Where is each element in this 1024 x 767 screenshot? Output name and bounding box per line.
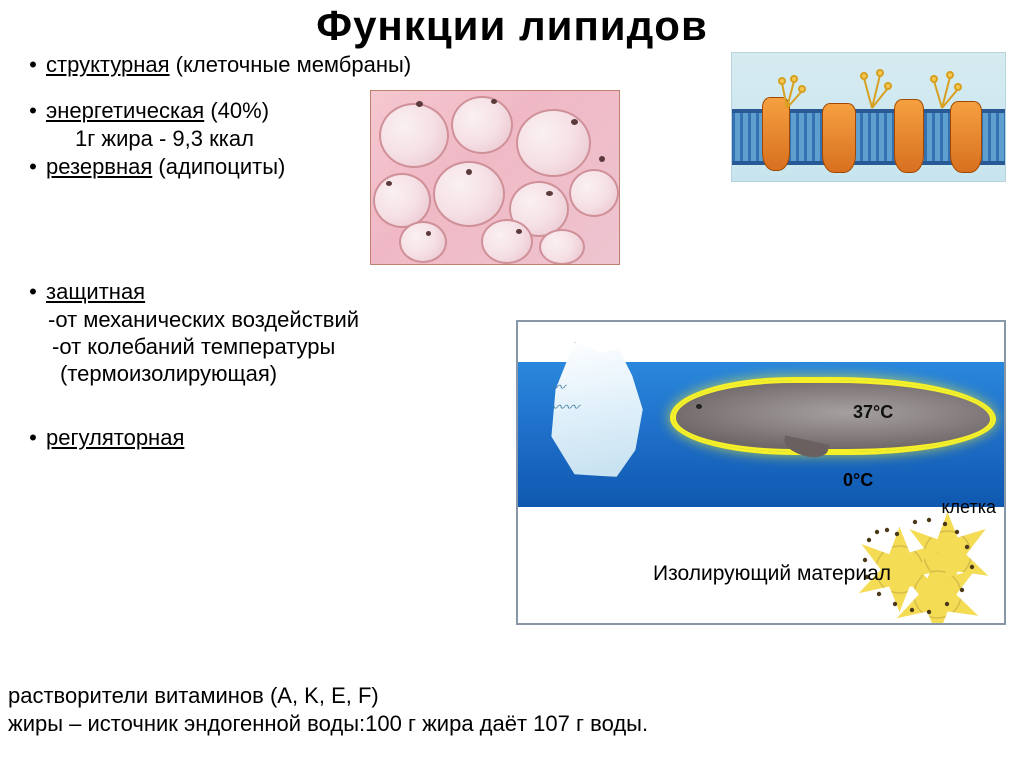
func-name: защитная xyxy=(46,279,145,305)
whale-diagram: 〰〰〰 37°C 0°C клетка Изолирующий материал xyxy=(516,320,1006,625)
bullet-icon: • xyxy=(20,154,46,180)
whale-body xyxy=(673,380,993,452)
bullet-icon: • xyxy=(20,279,46,305)
iso-label: Изолирующий материал xyxy=(653,562,891,586)
func-note: (40%) xyxy=(210,98,269,123)
func-name: регуляторная xyxy=(46,425,184,451)
adipocytes-image xyxy=(370,90,620,265)
temp-outside: 0°C xyxy=(843,470,873,491)
bullet-icon: • xyxy=(20,98,46,124)
slide-title: Функции липидов xyxy=(0,0,1024,50)
func-name: структурная xyxy=(46,52,170,77)
footer-line2: жиры – источник эндогенной воды:100 г жи… xyxy=(8,711,1004,737)
func-name: резервная xyxy=(46,154,152,179)
ice-lines: 〰〰〰 xyxy=(551,377,579,417)
func-note: (адипоциты) xyxy=(158,154,285,179)
membrane-image xyxy=(731,52,1006,182)
bullet-icon: • xyxy=(20,52,46,78)
footer-line1: растворители витаминов (A, K, E, F) xyxy=(8,683,514,709)
glycoprotein-icon xyxy=(732,53,1006,113)
func-protective: • защитная xyxy=(20,279,1004,305)
bullet-icon: • xyxy=(20,425,46,451)
temp-inside: 37°C xyxy=(853,402,893,423)
func-name: энергетическая xyxy=(46,98,204,123)
func-note: (клеточные мембраны) xyxy=(176,52,412,77)
